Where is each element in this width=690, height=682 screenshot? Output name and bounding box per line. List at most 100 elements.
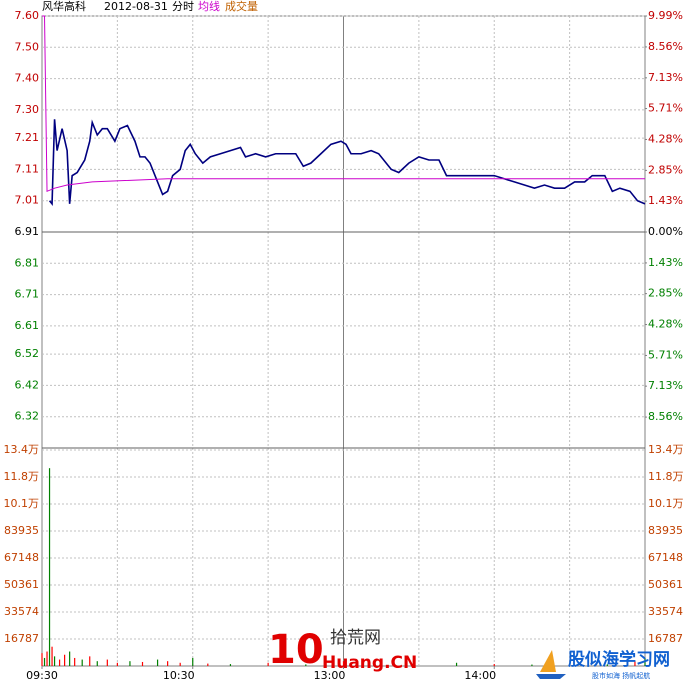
y-tick-label: 6.81 — [15, 256, 40, 269]
y-tick-label: 6.52 — [15, 347, 40, 360]
y-tick-label: 16787 — [4, 632, 39, 645]
volume-bar — [116, 662, 118, 666]
y2-tick-label: 13.4万 — [648, 443, 684, 456]
y2-tick-label: 83935 — [648, 524, 683, 537]
y-tick-label: 10.1万 — [4, 497, 40, 510]
y2-tick-label: 10.1万 — [648, 497, 684, 510]
volume-bar — [368, 663, 370, 666]
watermark-text: Huang.CN — [322, 653, 417, 673]
volume-bar — [74, 657, 76, 666]
chart-title: 风华高科 — [42, 0, 86, 13]
volume-bar — [493, 664, 495, 666]
y2-tick-label: 7.13% — [648, 379, 683, 392]
y-tick-label: 83935 — [4, 524, 39, 537]
y2-tick-label: 33574 — [648, 605, 683, 618]
x-tick-label: 14:00 — [464, 669, 496, 682]
watermark-left: 10 拾荒网 Huang.CN — [268, 627, 417, 673]
legend-entry: 成交量 — [225, 0, 258, 13]
watermark-text: 股似海学习网 — [568, 649, 670, 670]
y-tick-label: 7.50 — [15, 40, 40, 53]
volume-bar — [89, 656, 91, 666]
y2-tick-label: 9.99% — [648, 9, 683, 22]
y-tick-label: 50361 — [4, 578, 39, 591]
y-tick-label: 7.21 — [15, 131, 40, 144]
y-tick-label: 6.71 — [15, 288, 40, 301]
volume-bar — [129, 661, 131, 666]
y2-tick-label: 50361 — [648, 578, 683, 591]
volume-bar — [64, 654, 66, 666]
volume-bar — [192, 657, 194, 666]
volume-bar — [179, 662, 181, 666]
legend-entry: 均线 — [198, 0, 220, 13]
logo-sail — [540, 650, 556, 672]
y-tick-label: 7.60 — [15, 9, 40, 22]
x-tick-label: 13:00 — [314, 669, 346, 682]
volume-bar — [48, 468, 51, 666]
volume-bar — [342, 661, 345, 666]
date: 2012-08-31 — [104, 0, 168, 13]
volume-bar — [531, 664, 533, 666]
volume-bar — [46, 651, 48, 666]
y2-tick-label: 2.85% — [648, 287, 683, 300]
x-tick-label: 10:30 — [163, 669, 195, 682]
y2-tick-label: 2.85% — [648, 163, 683, 176]
y-tick-label: 6.32 — [15, 410, 40, 423]
volume-bar — [81, 659, 83, 666]
watermark-right: 股似海学习网 股市如海 扬帆起航 — [536, 649, 670, 680]
volume-bar — [43, 657, 46, 666]
y-tick-label: 67148 — [4, 551, 39, 564]
y-tick-label: 6.42 — [15, 378, 40, 391]
y2-tick-label: 16787 — [648, 632, 683, 645]
watermark-number: 10 — [268, 627, 324, 673]
volume-bar — [606, 664, 608, 666]
y2-tick-label: 4.28% — [648, 132, 683, 145]
price-line — [42, 15, 645, 193]
y-tick-label: 7.40 — [15, 72, 40, 85]
y-tick-label: 6.91 — [15, 225, 40, 238]
volume-bar — [96, 661, 98, 666]
y-tick-label: 11.8万 — [4, 470, 40, 483]
volume-bar — [229, 664, 232, 666]
y2-tick-label: 11.8万 — [648, 470, 684, 483]
y2-tick-label: 7.13% — [648, 71, 683, 84]
y2-tick-label: 4.28% — [648, 318, 683, 331]
logo-boat — [536, 674, 566, 679]
y-tick-label: 6.61 — [15, 319, 40, 332]
volume-bar — [455, 662, 458, 666]
volume-bar — [305, 664, 307, 666]
volume-bar — [106, 659, 108, 666]
volume-bar — [167, 661, 169, 666]
y-tick-label: 13.4万 — [4, 443, 40, 456]
y2-tick-label: 1.43% — [648, 256, 683, 269]
price-line — [48, 119, 646, 207]
subtitle: 分时 — [172, 0, 194, 13]
volume-bar — [207, 663, 209, 666]
volume-bar — [569, 663, 571, 666]
volume-bar — [69, 651, 71, 666]
volume-bar — [644, 657, 646, 666]
y2-tick-label: 0.00% — [648, 225, 683, 238]
volume-bar — [634, 661, 636, 666]
y2-tick-label: 67148 — [648, 551, 683, 564]
watermark-text: 拾荒网 — [330, 628, 381, 648]
volume-bar — [141, 661, 144, 666]
y-tick-label: 7.01 — [15, 194, 40, 207]
volume-bar — [58, 659, 61, 666]
volume-bar — [405, 664, 407, 666]
watermark-text: 股市如海 扬帆起航 — [592, 671, 650, 680]
x-tick-label: 09:30 — [26, 669, 58, 682]
y-tick-label: 7.11 — [15, 162, 40, 175]
volume-bar — [51, 646, 53, 666]
volume-bar — [156, 659, 159, 666]
y2-tick-label: 8.56% — [648, 410, 683, 423]
volume-bar — [267, 662, 269, 666]
y2-tick-label: 5.71% — [648, 102, 683, 115]
volume-bar — [53, 656, 56, 666]
y2-tick-label: 1.43% — [648, 194, 683, 207]
y-tick-label: 7.30 — [15, 103, 40, 116]
y2-tick-label: 8.56% — [648, 40, 683, 53]
y-tick-label: 33574 — [4, 605, 39, 618]
y2-tick-label: 5.71% — [648, 348, 683, 361]
